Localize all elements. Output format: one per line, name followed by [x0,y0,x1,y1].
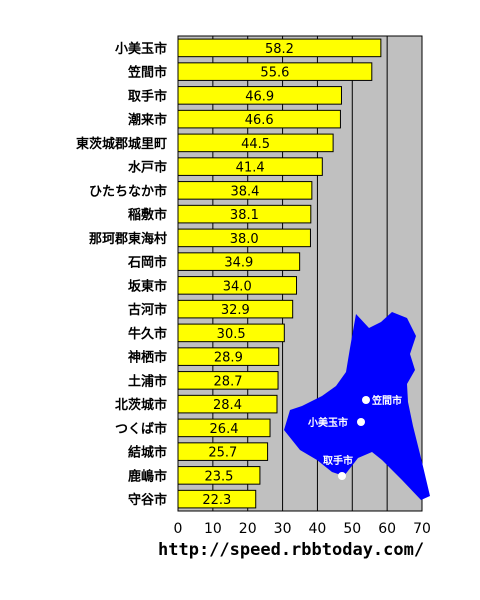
x-tick-label: 0 [174,521,183,537]
map-label-toride: 取手市 [323,454,353,467]
bar [177,442,269,461]
bar [177,109,341,129]
bar-value-label: 23.5 [204,469,233,484]
bar-value-label: 38.0 [230,232,259,247]
x-tick-label: 30 [274,521,292,537]
x-tick-label: 60 [378,521,396,537]
category-label: 坂東市 [128,278,167,294]
category-label: 稲敷市 [128,207,167,223]
bar-value-label: 58.2 [265,42,294,57]
category-label: 牛久市 [128,326,167,342]
bar [177,371,279,390]
category-label: 東茨城郡城里町 [76,136,167,152]
bar [177,323,285,343]
category-label: ひたちなか市 [89,183,167,199]
bars: 58.2 55.6 46.9 46.6 44.5 41.4 38.4 38.1 38.0 34.9… [177,38,382,509]
category-label: つくば市 [115,421,167,437]
bar-value-label: 32.9 [221,303,250,318]
map-marker-toride: 取手市 [323,454,353,480]
bar-value-label: 28.4 [213,398,242,413]
bar-value-label: 46.9 [245,89,274,104]
bar [177,394,278,414]
map-label-omitama: 小美玉市 [307,416,348,429]
bar-value-label: 38.4 [230,184,259,199]
bar [177,276,298,295]
bar [177,299,294,319]
bar-value-label: 30.5 [217,327,246,342]
bar-value-label: 34.0 [223,279,252,294]
bar-value-label: 22.3 [202,493,231,508]
category-label: 神栖市 [128,350,167,366]
bar-value-label: 28.7 [214,374,243,389]
x-tick-label: 10 [204,521,222,537]
bar-value-label: 26.4 [210,422,239,437]
ibaraki-map: 笠間市 小美玉市 取手市 [284,312,430,500]
source-url[interactable]: http://speed.rbbtoday.com/ [158,540,425,560]
bar [177,133,334,153]
bar [177,418,271,438]
category-label: 小美玉市 [115,41,167,57]
bar [177,466,261,485]
bar [177,489,257,509]
category-label: 土浦市 [128,373,167,389]
category-label: 潮来市 [128,112,167,128]
bar [177,181,313,200]
category-label: 那珂郡東海村 [89,231,167,247]
category-label: 古河市 [128,302,167,318]
bar [177,38,382,58]
category-label: 守谷市 [128,492,167,508]
bar-value-label: 41.4 [236,161,265,176]
category-label: 北茨城市 [115,397,167,413]
bar [177,228,311,248]
category-label: 結城市 [128,445,167,461]
category-labels: 小美玉市笠間市取手市潮来市東茨城郡城里町水戸市ひたちなか市稲敷市那珂郡東海村石岡… [76,41,167,508]
category-label: 取手市 [128,88,167,104]
x-tick-label: 40 [309,521,327,537]
map-marker-omitama: 小美玉市 [307,416,365,429]
ibaraki-map-shape [284,312,430,500]
bar [177,204,312,224]
x-tick-label: 50 [343,521,361,537]
bar-value-label: 38.1 [230,208,259,223]
bar [177,252,301,271]
bar-value-label: 34.9 [224,256,253,271]
bar-value-label: 28.9 [214,351,243,366]
bar [177,347,280,366]
bar-value-label: 25.7 [208,446,237,461]
x-tick-label: 20 [239,521,257,537]
x-axis-ticks: 0 10 20 30 40 50 60 70 [174,521,431,537]
map-marker-kasama: 笠間市 [362,394,402,407]
bar-value-label: 46.6 [245,113,274,128]
bar-value-label: 55.6 [260,66,289,81]
x-tick-label: 70 [413,521,431,537]
bar [177,157,323,176]
bar [177,62,373,81]
category-label: 水戸市 [128,160,167,176]
map-label-kasama: 笠間市 [371,394,402,407]
category-label: 鹿嶋市 [128,468,167,484]
category-label: 石岡市 [127,255,167,271]
bar [177,86,342,105]
bar-value-label: 44.5 [241,137,270,152]
category-label: 笠間市 [127,65,167,81]
